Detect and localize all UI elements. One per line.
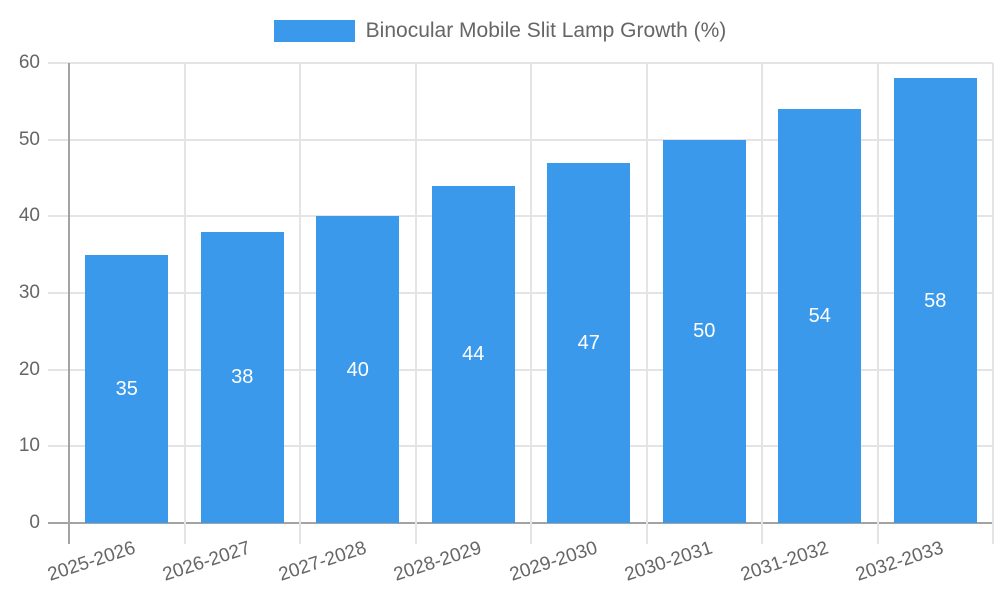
bar-value-label: 58: [924, 289, 947, 312]
x-grid-line: [992, 63, 994, 544]
bar-value-label: 50: [693, 320, 716, 343]
x-grid-line: [183, 63, 186, 544]
bar-value-label: 40: [346, 358, 369, 381]
y-grid-line: [48, 445, 993, 448]
y-grid-line: [48, 138, 993, 141]
bar[interactable]: [893, 78, 977, 523]
x-grid-line: [414, 63, 417, 544]
bar[interactable]: [200, 231, 284, 523]
y-tick-label: 40: [18, 205, 40, 227]
bar[interactable]: [85, 254, 169, 523]
bar[interactable]: [778, 109, 862, 523]
bar-value-label: 54: [808, 305, 831, 327]
bar-value-label: 44: [462, 343, 485, 366]
bar-value-label: 38: [231, 366, 254, 389]
x-axis-line: [48, 522, 993, 524]
y-tick-label: 30: [18, 282, 40, 303]
y-tick-label: 20: [18, 358, 40, 380]
y-grid-line: [48, 292, 993, 294]
y-tick-label: 10: [18, 435, 40, 457]
bar-value-label: 47: [577, 331, 600, 354]
chart-legend-item[interactable]: Binocular Mobile Slit Lamp Growth (%): [0, 18, 1000, 43]
y-tick-label: 50: [18, 128, 40, 150]
legend-color-swatch: [273, 19, 355, 42]
x-grid-line: [761, 63, 763, 544]
x-grid-line: [876, 63, 879, 544]
x-grid-line: [645, 63, 648, 544]
y-tick-label: 0: [29, 512, 40, 533]
bar[interactable]: [316, 216, 400, 523]
x-grid-line: [530, 63, 532, 544]
bar[interactable]: [547, 162, 631, 523]
y-grid-line: [48, 368, 993, 371]
y-grid-line: [48, 62, 993, 64]
bar[interactable]: [662, 139, 746, 523]
y-axis-line: [68, 63, 70, 544]
y-tick-label: 60: [18, 52, 40, 73]
legend-label: Binocular Mobile Slit Lamp Growth (%): [365, 19, 727, 42]
bar-value-label: 35: [115, 377, 138, 400]
bar[interactable]: [431, 185, 515, 523]
y-grid-line: [48, 215, 993, 218]
x-grid-line: [299, 63, 301, 544]
